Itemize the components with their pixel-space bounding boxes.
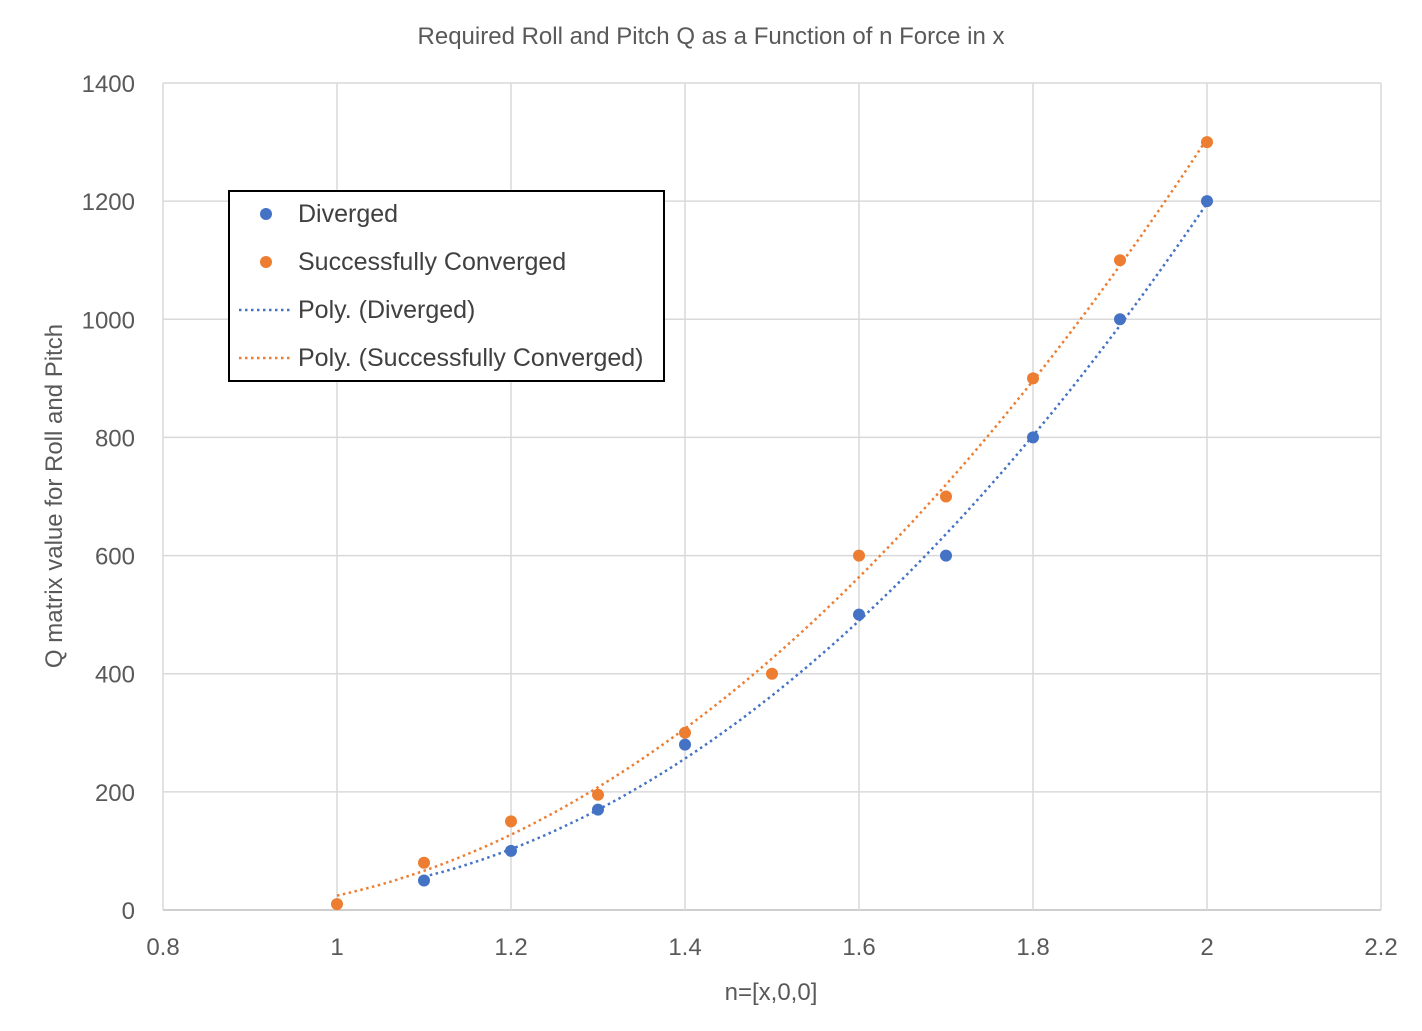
data-point <box>940 549 952 562</box>
y-tick-label: 800 <box>95 425 135 452</box>
data-point <box>592 788 604 801</box>
y-tick-label: 1200 <box>82 189 135 216</box>
x-tick-label: 1.2 <box>494 934 527 961</box>
data-point <box>1114 254 1126 267</box>
x-tick-label: 1.8 <box>1016 934 1049 961</box>
data-point <box>679 738 691 751</box>
x-tick-label: 1.6 <box>842 934 875 961</box>
legend-label-poly-diverged: Poly. (Diverged) <box>298 296 475 324</box>
y-tick-label: 1400 <box>82 71 135 98</box>
chart-title: Required Roll and Pitch Q as a Function … <box>418 23 1005 50</box>
data-point <box>1201 195 1213 208</box>
y-tick-label: 400 <box>95 662 135 689</box>
y-axis-label: Q matrix value for Roll and Pitch <box>41 324 68 668</box>
data-point <box>1027 431 1039 444</box>
x-tick-label: 2.2 <box>1364 934 1397 961</box>
data-point <box>1027 372 1039 385</box>
legend-label-diverged: Diverged <box>298 200 398 228</box>
data-points <box>331 136 1213 911</box>
data-point <box>505 815 517 828</box>
data-point <box>592 803 604 816</box>
data-point <box>418 856 430 869</box>
data-point <box>1114 313 1126 326</box>
trendline <box>423 202 1209 878</box>
legend-label-converged: Successfully Converged <box>298 248 566 276</box>
y-tick-label: 0 <box>122 898 135 925</box>
data-point <box>505 844 517 857</box>
data-point <box>418 874 430 887</box>
legend-marker-converged <box>260 256 272 268</box>
legend-label-poly-converged: Poly. (Successfully Converged) <box>298 344 644 372</box>
legend-marker-diverged <box>260 208 272 220</box>
y-tick-label: 1000 <box>82 307 135 334</box>
data-point <box>1201 136 1213 149</box>
y-tick-label: 600 <box>95 544 135 571</box>
legend-box <box>228 190 665 382</box>
x-tick-label: 1 <box>330 934 343 961</box>
y-tick-labels: 0 200 400 600 800 1000 1200 1400 <box>82 71 135 925</box>
legend: Diverged Successfully Converged Poly. (D… <box>228 190 665 382</box>
data-point <box>679 726 691 739</box>
x-tick-label: 2 <box>1200 934 1213 961</box>
x-tick-labels: 0.8 1 1.2 1.4 1.6 1.8 2 2.2 <box>146 934 1397 961</box>
trendlines <box>336 138 1209 897</box>
x-tick-label: 1.4 <box>668 934 701 961</box>
x-tick-label: 0.8 <box>146 934 179 961</box>
data-point <box>940 490 952 503</box>
data-point <box>853 549 865 562</box>
data-point <box>853 608 865 621</box>
data-point <box>766 667 778 680</box>
y-tick-label: 200 <box>95 780 135 807</box>
data-point <box>331 898 343 911</box>
x-axis-label: n=[x,0,0] <box>725 979 818 1006</box>
